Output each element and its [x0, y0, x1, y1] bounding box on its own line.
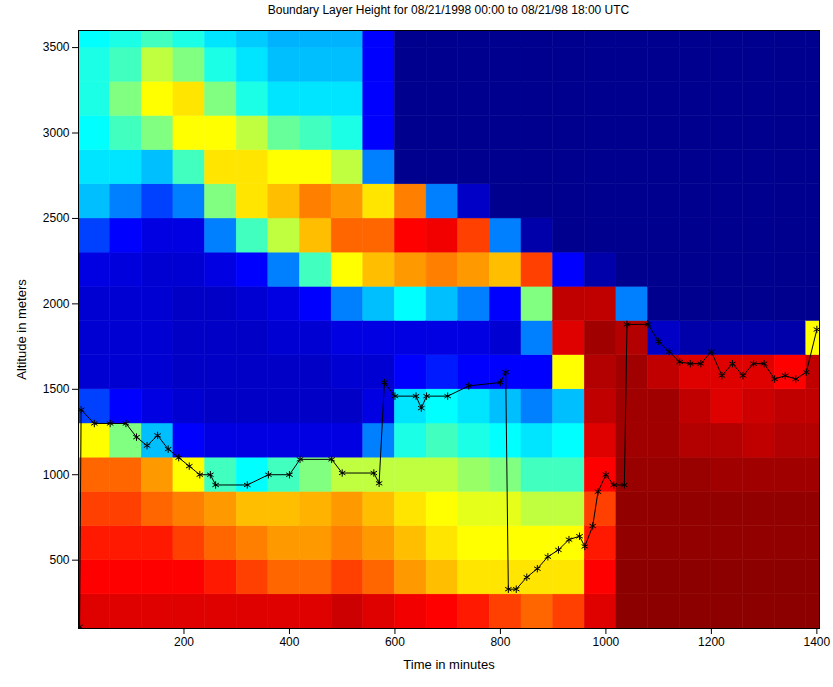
- svg-text:600: 600: [385, 635, 405, 649]
- svg-text:800: 800: [490, 635, 510, 649]
- svg-text:1400: 1400: [804, 635, 831, 649]
- svg-text:400: 400: [279, 635, 299, 649]
- svg-text:3500: 3500: [43, 40, 70, 54]
- svg-text:3000: 3000: [43, 126, 70, 140]
- html-text:Boundary Layer Height for 08/2: Boundary Layer Height for 08/21/1998 00:…: [267, 3, 630, 17]
- svg-text:500: 500: [49, 553, 69, 567]
- svg-text:2000: 2000: [43, 297, 70, 311]
- svg-text:1500: 1500: [43, 382, 70, 396]
- svg-text:1000: 1000: [593, 635, 620, 649]
- svg-text:Time in minutes: Time in minutes: [403, 657, 495, 672]
- svg-text:Altitude in meters: Altitude in meters: [14, 279, 29, 380]
- svg-text:1000: 1000: [43, 468, 70, 482]
- svg-text:1200: 1200: [698, 635, 725, 649]
- svg-text:2500: 2500: [43, 211, 70, 225]
- svg-text:200: 200: [174, 635, 194, 649]
